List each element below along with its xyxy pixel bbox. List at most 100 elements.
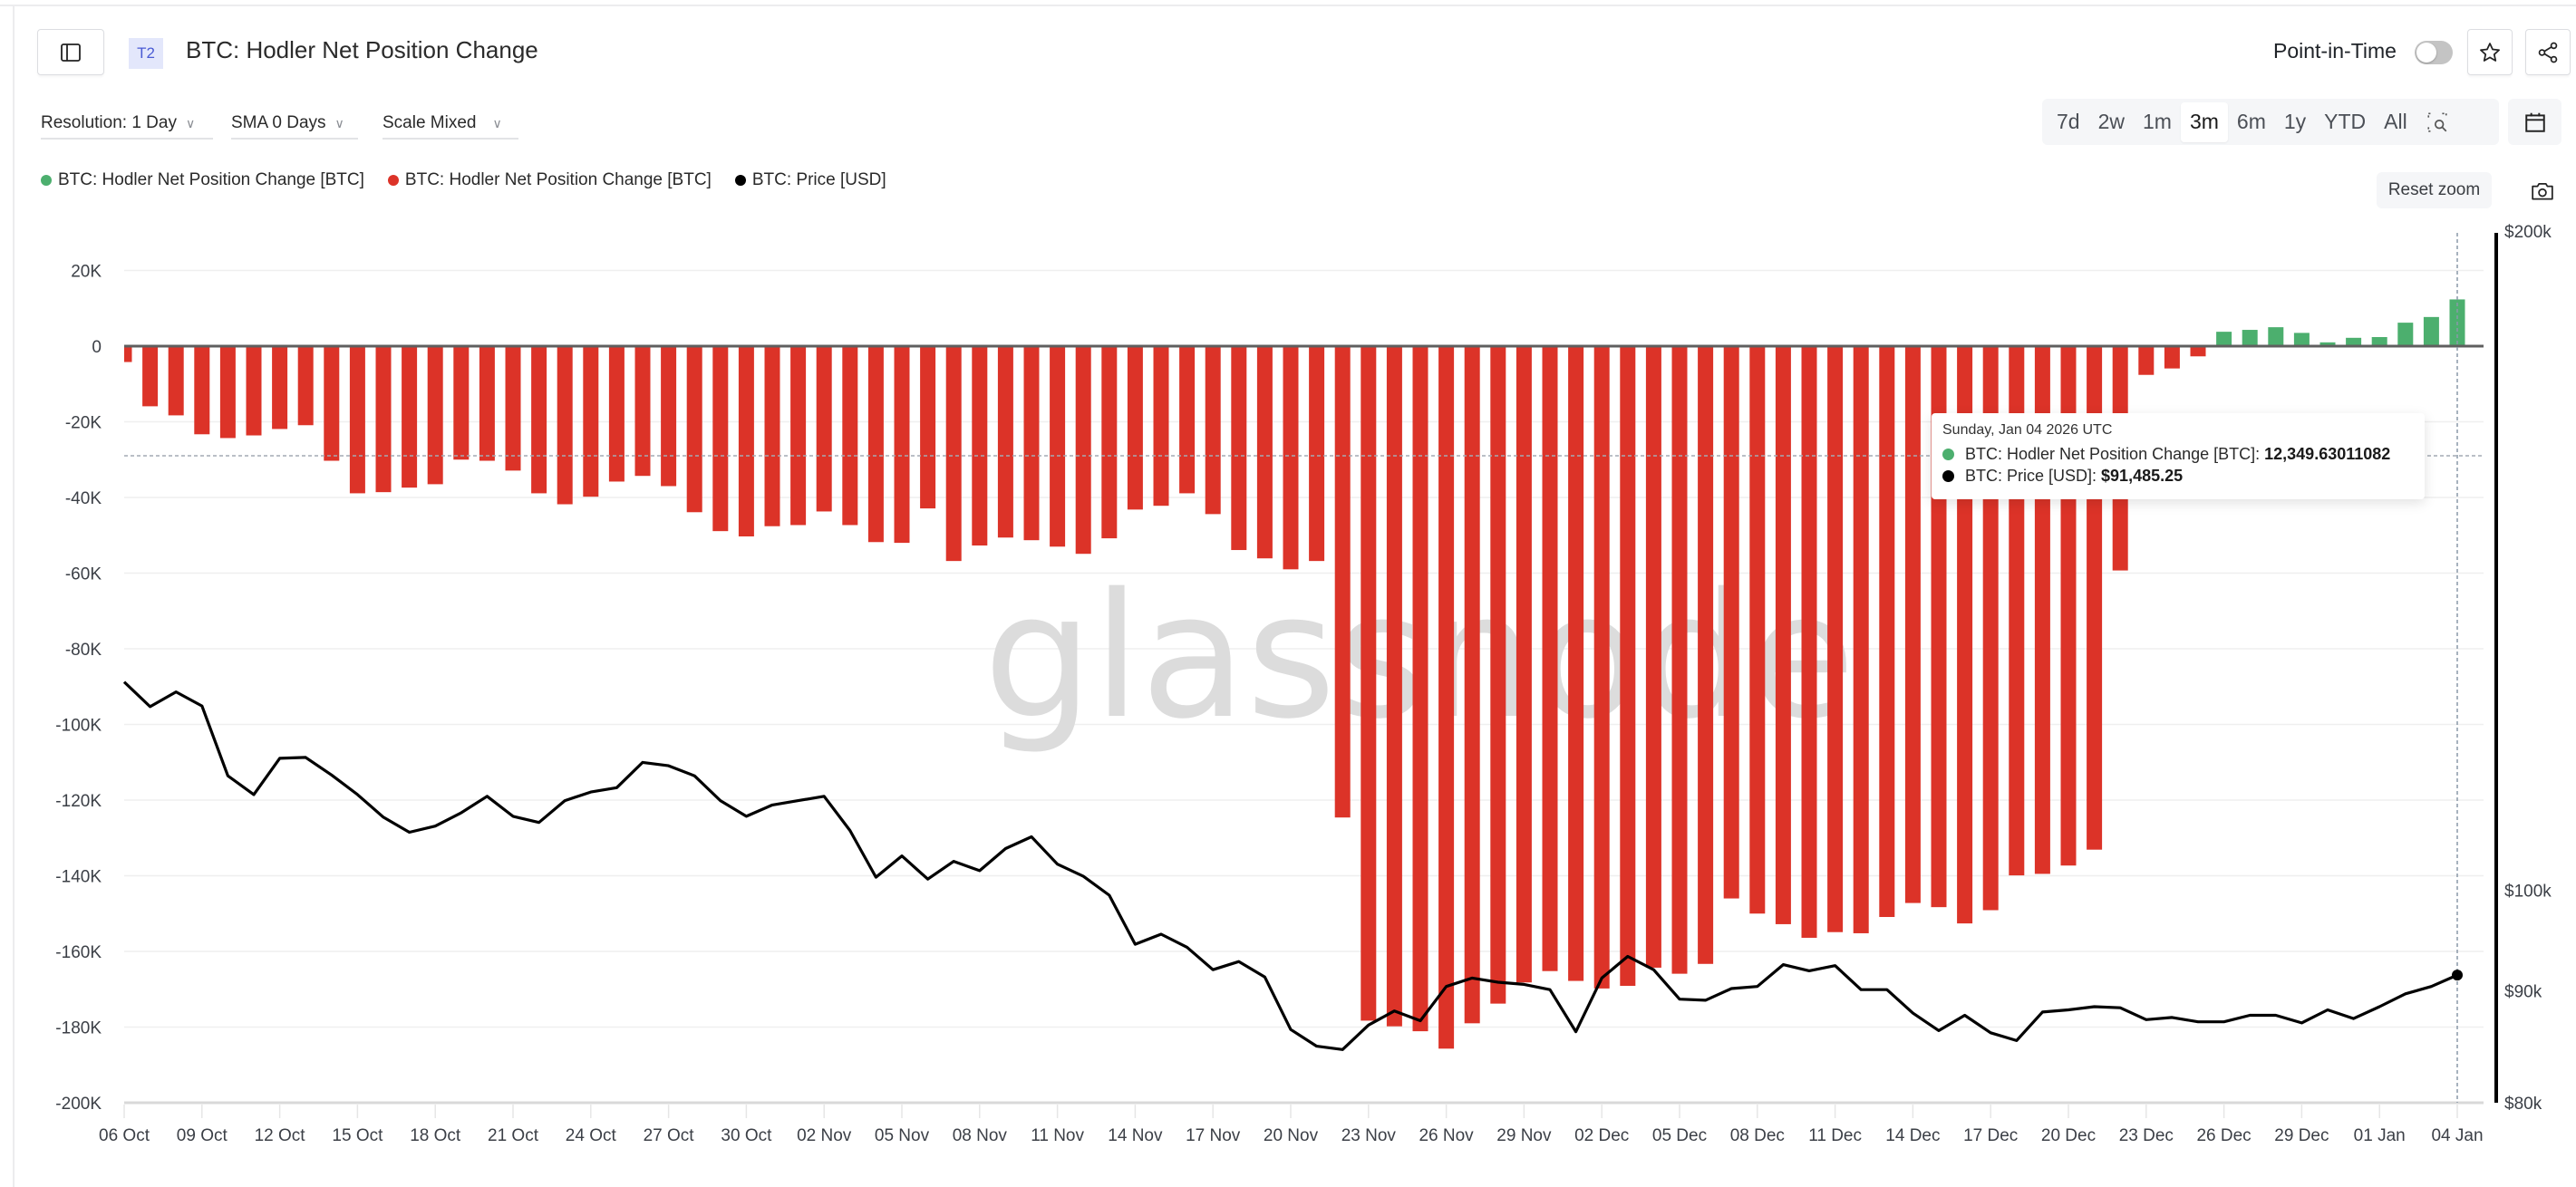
bar xyxy=(124,346,132,362)
bar xyxy=(686,346,702,513)
bar xyxy=(583,346,599,497)
tooltip-label: BTC: Price [USD]: xyxy=(1965,467,2102,485)
bar xyxy=(608,346,625,482)
star-icon xyxy=(2480,42,2500,62)
legend-item-positive[interactable]: BTC: Hodler Net Position Change [BTC] xyxy=(41,170,364,190)
svg-text:$80k: $80k xyxy=(2504,1095,2542,1114)
legend-item-negative[interactable]: BTC: Hodler Net Position Change [BTC] xyxy=(387,170,712,190)
tier-badge: T2 xyxy=(129,38,163,69)
svg-text:02 Dec: 02 Dec xyxy=(1574,1126,1629,1145)
svg-text:23 Dec: 23 Dec xyxy=(2119,1126,2174,1145)
resolution-dropdown[interactable]: Resolution: 1 Day ∨ xyxy=(41,109,213,140)
bar xyxy=(2346,337,2362,346)
price-marker xyxy=(2452,970,2463,981)
share-button[interactable] xyxy=(2525,29,2571,75)
svg-text:$200k: $200k xyxy=(2504,223,2552,242)
calendar-button[interactable] xyxy=(2508,99,2561,145)
sidebar-toggle-button[interactable] xyxy=(37,29,104,75)
legend-item-price[interactable]: BTC: Price [USD] xyxy=(734,170,886,190)
bar xyxy=(168,346,184,416)
page-title: BTC: Hodler Net Position Change xyxy=(186,36,538,63)
svg-text:-40K: -40K xyxy=(65,489,102,508)
svg-text:12 Oct: 12 Oct xyxy=(255,1126,306,1145)
sma-dropdown[interactable]: SMA 0 Days ∨ xyxy=(231,109,358,140)
svg-text:04 Jan: 04 Jan xyxy=(2431,1126,2483,1145)
bar xyxy=(790,346,807,526)
bar xyxy=(402,346,418,488)
time-range-selector: 7d 2w 1m 3m 6m 1y YTD All xyxy=(2042,99,2499,145)
range-1y[interactable]: 1y xyxy=(2283,110,2307,133)
svg-text:08 Dec: 08 Dec xyxy=(1730,1126,1785,1145)
bar xyxy=(1309,346,1325,562)
range-7d[interactable]: 7d xyxy=(2057,110,2080,133)
bar xyxy=(1075,346,1091,555)
svg-text:11 Dec: 11 Dec xyxy=(1808,1126,1862,1145)
range-6m[interactable]: 6m xyxy=(2236,110,2266,133)
bar xyxy=(1438,346,1455,1049)
range-1m[interactable]: 1m xyxy=(2143,110,2172,133)
bar xyxy=(1698,346,1714,964)
bar xyxy=(1801,346,1817,938)
sma-value: SMA 0 Days xyxy=(231,113,326,132)
svg-text:-200K: -200K xyxy=(55,1095,102,1114)
svg-text:05 Nov: 05 Nov xyxy=(875,1126,930,1145)
bar xyxy=(661,346,677,487)
bar xyxy=(453,346,470,460)
svg-text:29 Dec: 29 Dec xyxy=(2274,1126,2329,1145)
favorite-button[interactable] xyxy=(2467,29,2513,75)
bar xyxy=(945,346,962,562)
svg-text:01 Jan: 01 Jan xyxy=(2354,1126,2406,1145)
screenshot-button[interactable] xyxy=(2527,178,2558,205)
bar xyxy=(2423,316,2439,346)
bar xyxy=(375,346,392,493)
bar xyxy=(1671,346,1688,974)
bar xyxy=(1334,346,1351,818)
bar xyxy=(1179,346,1196,494)
point-in-time-toggle[interactable] xyxy=(2415,41,2453,64)
bar xyxy=(1023,346,1040,541)
svg-text:14 Nov: 14 Nov xyxy=(1108,1126,1163,1145)
legend-dot-black-icon xyxy=(734,175,746,186)
zoom-select-icon xyxy=(2427,111,2447,132)
range-3m[interactable]: 3m xyxy=(2180,101,2228,142)
bar xyxy=(219,346,236,439)
bar xyxy=(972,346,988,546)
svg-text:11 Nov: 11 Nov xyxy=(1031,1126,1084,1145)
resolution-value: Resolution: 1 Day xyxy=(41,113,177,132)
range-ytd[interactable]: YTD xyxy=(2324,110,2367,133)
bar xyxy=(194,346,210,435)
svg-text:17 Dec: 17 Dec xyxy=(1963,1126,2018,1145)
scale-dropdown[interactable]: Scale Mixed ∨ xyxy=(383,109,518,140)
bar xyxy=(1050,346,1066,547)
bar xyxy=(2293,333,2310,346)
left-y-axis: 20K 0 -20K -40K -60K -80K -100K -120K -140K -160K… xyxy=(55,263,102,1115)
bar xyxy=(1256,346,1273,559)
bar xyxy=(1749,346,1766,914)
legend-label: BTC: Price [USD] xyxy=(751,170,886,189)
bar xyxy=(1645,346,1661,968)
reset-zoom-button[interactable]: Reset zoom xyxy=(2377,172,2492,208)
svg-text:-20K: -20K xyxy=(65,414,102,433)
svg-text:-100K: -100K xyxy=(55,717,102,736)
svg-text:14 Dec: 14 Dec xyxy=(1885,1126,1940,1145)
bar xyxy=(297,346,314,426)
bar xyxy=(1827,346,1844,932)
range-2w[interactable]: 2w xyxy=(2097,110,2125,133)
svg-text:-80K: -80K xyxy=(65,641,102,660)
bar xyxy=(1593,346,1610,989)
svg-text:0: 0 xyxy=(92,338,102,357)
share-icon xyxy=(2538,42,2558,63)
range-all[interactable]: All xyxy=(2384,110,2407,133)
chevron-down-icon: ∨ xyxy=(492,115,502,130)
chart-tooltip: Sunday, Jan 04 2026 UTC BTC: Hodler Net … xyxy=(1932,413,2425,499)
legend-dot-green-icon xyxy=(41,175,52,186)
bar xyxy=(272,346,288,429)
bar xyxy=(1127,346,1143,510)
calendar-icon xyxy=(2524,112,2545,132)
bar xyxy=(1283,346,1299,570)
tooltip-dot-green-icon xyxy=(1942,448,1954,460)
svg-text:02 Nov: 02 Nov xyxy=(797,1126,852,1145)
zoom-select-button[interactable] xyxy=(2416,102,2458,142)
bar xyxy=(1464,346,1480,1024)
